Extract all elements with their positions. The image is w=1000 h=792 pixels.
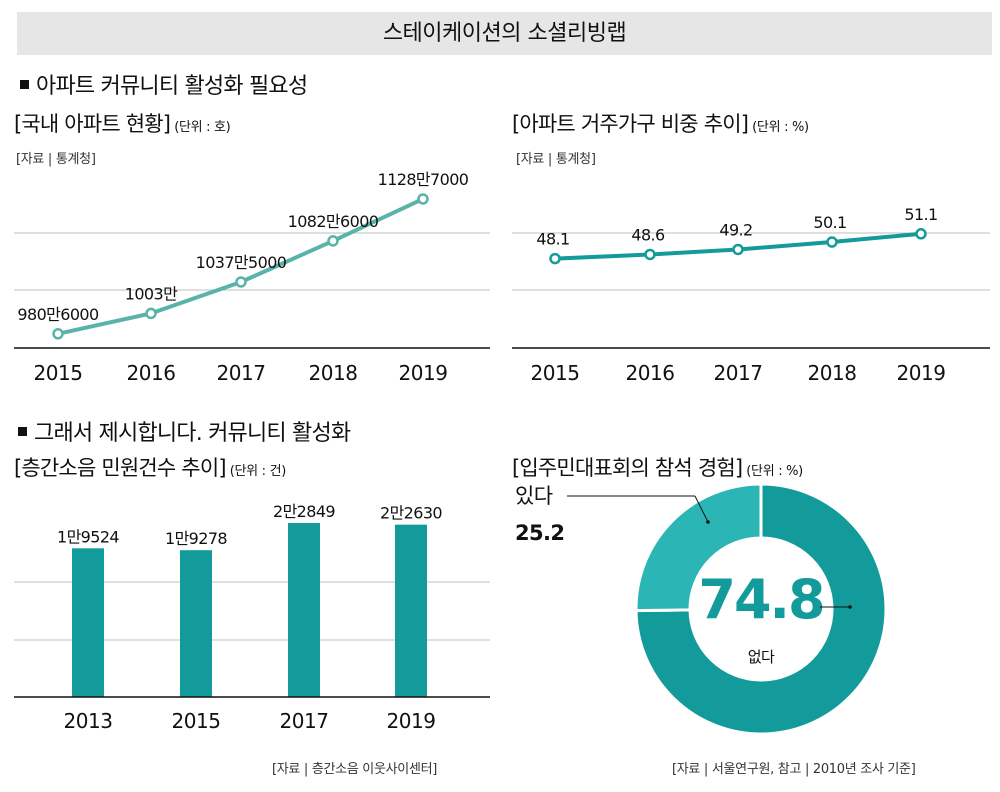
chart1-x-tick-label: 2018 (309, 361, 358, 385)
chart3-data-label: 2만2849 (273, 502, 335, 521)
chart1-data-point (235, 276, 247, 288)
chart3-bar (72, 548, 104, 697)
chart2-data-point (549, 252, 561, 265)
chart3-x-tick-label: 2015 (172, 709, 221, 733)
chart3-source: [자료 | 층간소음 이웃사이센터] (272, 762, 438, 777)
chart4-leader-dot-yes (706, 520, 710, 524)
chart1-x-tick-label: 2017 (217, 361, 266, 385)
chart4-slice-label-yes: 있다 (515, 484, 553, 508)
section-heading-need-text: 아파트 커뮤니티 활성화 필요성 (36, 74, 308, 99)
section-heading-proposal: 그래서 제시합니다. 커뮤니티 활성화 (18, 415, 351, 447)
chart1-x-tick-label: 2016 (127, 361, 176, 385)
chart4-slice-label-no: 없다 (748, 648, 775, 666)
chart1-data-label: 1082만6000 (288, 212, 379, 231)
chart2-title: [아파트 거주가구 비중 추이] (단위 : %) (512, 108, 809, 138)
chart1-x-tick-label: 2019 (399, 361, 448, 385)
chart3-bar (395, 524, 427, 697)
chart2-x-tick-label: 2018 (808, 361, 857, 385)
chart2-data-point (644, 248, 656, 261)
chart1-data-point (417, 193, 429, 205)
chart2-source: [자료 | 통계청] (516, 152, 596, 167)
title-bar: 스테이케이션의 소셜리빙랩 (17, 12, 992, 55)
chart3-x-tick-label: 2019 (387, 709, 436, 733)
chart3-data-label: 1만9524 (57, 527, 119, 546)
chart2-data-label: 50.1 (813, 213, 846, 232)
chart4-leader-line-yes-diag (694, 495, 709, 523)
chart2-title-text: [아파트 거주가구 비중 추이] (512, 112, 749, 136)
chart4-unit: (단위 : %) (746, 464, 803, 479)
chart1-data-point (327, 235, 339, 247)
chart1-data-label: 1003만 (125, 284, 178, 303)
chart3-data-label: 1만9278 (165, 529, 227, 548)
chart3-title-text: [층간소음 민원건수 추이] (14, 456, 227, 480)
chart4-leader-dot-no (848, 605, 852, 609)
page-title: 스테이케이션의 소셜리빙랩 (382, 21, 627, 46)
chart3-unit: (단위 : 건) (229, 464, 287, 479)
chart1-source: [자료 | 통계청] (16, 152, 96, 167)
chart2-x-tick-label: 2016 (626, 361, 675, 385)
chart3-x-tick-label: 2013 (64, 709, 113, 733)
chart3-data-label: 2만2630 (380, 504, 442, 523)
chart2-x-tick-label: 2017 (714, 361, 763, 385)
chart2-data-label: 49.2 (719, 220, 752, 239)
chart4-title: [입주민대표회의 참석 경험] (단위 : %) (512, 452, 803, 482)
section-heading-proposal-text: 그래서 제시합니다. 커뮤니티 활성화 (34, 421, 351, 446)
chart4-slice-no (634, 482, 888, 736)
chart2-x-tick-label: 2015 (531, 361, 580, 385)
chart2-data-point (732, 243, 744, 256)
chart4-value-label-yes: 25.2 (515, 521, 564, 545)
chart1-title: [국내 아파트 현황] (단위 : 호) (14, 108, 231, 138)
chart2-data-point (826, 236, 838, 248)
chart1-data-label: 1037만5000 (196, 253, 287, 272)
chart1-data-label: 1128만7000 (378, 170, 469, 189)
chart1-data-label: 980만6000 (17, 305, 99, 324)
chart2-x-tick-label: 2019 (897, 361, 946, 385)
chart4-value-label-no: 74.8 (698, 568, 823, 631)
chart4-slice-yes (634, 482, 763, 613)
chart1-title-text: [국내 아파트 현황] (14, 112, 171, 136)
chart2-data-label: 48.6 (631, 225, 665, 244)
square-bullet-icon (18, 427, 27, 436)
chart3-bar (180, 550, 212, 697)
chart2-unit: (단위 : %) (752, 120, 809, 135)
chart3-title: [층간소음 민원건수 추이] (단위 : 건) (14, 452, 286, 482)
square-bullet-icon (20, 80, 29, 89)
chart1-unit: (단위 : 호) (174, 120, 231, 135)
chart2-data-point (915, 228, 927, 240)
chart1-data-point (145, 307, 157, 320)
chart4-source: [자료 | 서울연구원, 참고 | 2010년 조사 기준] (672, 762, 916, 777)
chart3-x-tick-label: 2017 (280, 709, 329, 733)
chart4-title-text: [입주민대표회의 참석 경험] (512, 456, 743, 480)
chart2-data-label: 48.1 (536, 230, 569, 249)
chart2-data-label: 51.1 (904, 205, 937, 224)
section-heading-need: 아파트 커뮤니티 활성화 필요성 (20, 68, 308, 100)
chart1-x-tick-label: 2015 (34, 361, 83, 385)
chart1-data-point (52, 328, 64, 340)
chart3-bar (288, 523, 320, 697)
